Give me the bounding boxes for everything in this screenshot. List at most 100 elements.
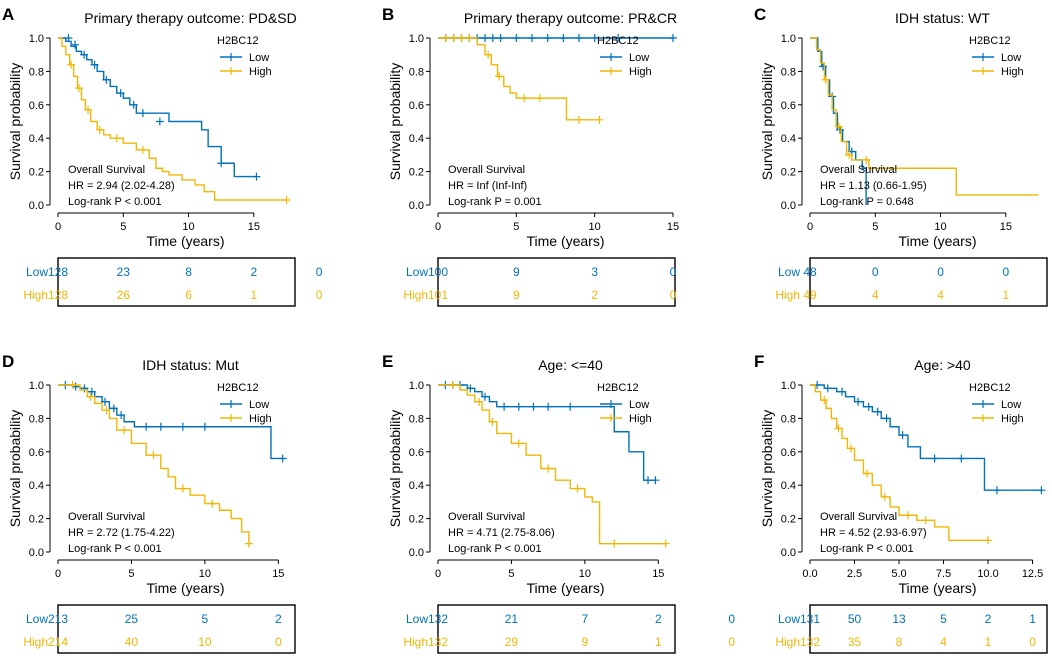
x-tick-label: 0	[55, 568, 61, 580]
censor-mark-low	[544, 402, 553, 411]
censor-mark-high	[845, 150, 854, 159]
legend-title: H2BC12	[217, 35, 259, 47]
stats-line: Overall Survival	[820, 164, 897, 176]
x-tick-label: 0.0	[802, 568, 817, 580]
risk-count-high: 1	[985, 635, 992, 649]
risk-row-label-high: High	[775, 635, 800, 649]
censor-mark-high	[514, 439, 523, 448]
censor-mark-low	[138, 109, 147, 118]
censor-mark-low	[838, 387, 847, 396]
risk-count-high: 49	[803, 288, 817, 302]
legend-title: H2BC12	[597, 382, 639, 394]
censor-mark-high	[74, 84, 83, 93]
panel-d: D IDH status: Mut 0.0 0.2 0.4 0.6 0.8 1.0 Surviv…	[2, 352, 296, 654]
censor-mark-high	[821, 75, 830, 84]
y-tick-label: 1.0	[29, 380, 44, 392]
risk-count-low: 9	[513, 265, 520, 279]
risk-count-low: 7	[582, 612, 589, 626]
risk-count-low: 2	[250, 265, 257, 279]
risk-row-label-low: Low	[26, 612, 48, 626]
x-tick-label: 5.0	[891, 568, 906, 580]
censor-mark-high	[610, 539, 619, 548]
censor-mark-low	[117, 411, 126, 420]
risk-count-high: 214	[48, 635, 68, 649]
risk-count-high: 40	[125, 635, 139, 649]
censor-mark-low	[87, 387, 96, 396]
y-tick-label: 0.0	[781, 200, 796, 212]
y-tick-label: 0.8	[409, 413, 424, 425]
censor-mark-low	[590, 34, 599, 42]
legend-label-high: High	[1001, 413, 1024, 425]
x-tick-label: 15	[1000, 221, 1012, 233]
risk-count-low: 8	[185, 265, 192, 279]
censor-mark-low	[116, 89, 125, 98]
y-axis-label: Survival probability	[759, 63, 775, 181]
km-curve-high	[58, 37, 287, 201]
risk-count-high: 10	[198, 635, 212, 649]
y-axis-label: Survival probability	[387, 410, 403, 528]
censor-mark-high	[846, 444, 855, 453]
censor-mark-low	[200, 422, 209, 431]
risk-row-label-high: High	[403, 635, 428, 649]
legend-label-low: Low	[629, 52, 649, 64]
y-tick-label: 0.0	[29, 547, 44, 559]
stats-line: Log-rank P = 0.648	[820, 196, 914, 208]
censor-mark-high	[544, 464, 553, 473]
panel-letter: F	[754, 352, 764, 371]
censor-mark-high	[820, 396, 829, 405]
risk-count-low: 2	[655, 612, 662, 626]
y-tick-label: 0.6	[781, 100, 796, 112]
censor-mark-low	[488, 34, 497, 42]
censor-mark-low	[575, 34, 583, 42]
y-tick-label: 0.4	[781, 480, 796, 492]
risk-count-high: 4	[937, 288, 944, 302]
y-tick-label: 0.2	[781, 167, 796, 179]
censor-mark-high	[244, 539, 253, 548]
legend-label-low: Low	[629, 399, 649, 411]
x-tick-label: 10	[182, 221, 194, 233]
censor-mark-low	[278, 454, 287, 463]
x-tick-label: 12.5	[1022, 568, 1043, 580]
risk-count-low: 0	[670, 265, 677, 279]
y-tick-label: 1.0	[409, 33, 424, 45]
censor-mark-high	[178, 484, 187, 493]
x-tick-label: 15	[272, 568, 284, 580]
panel-c: C IDH status: WT 0.0 0.2 0.4 0.6 0.8 1.0 Surviva…	[754, 5, 1048, 307]
censor-mark-high	[86, 392, 95, 401]
censor-mark-high	[535, 94, 544, 103]
risk-count-low: 0	[1002, 265, 1009, 279]
censor-mark-low	[102, 75, 111, 84]
censor-mark-high	[984, 536, 993, 545]
censor-mark-low	[481, 34, 489, 42]
stats-line: HR = 2.94 (2.02-4.28)	[68, 180, 175, 192]
y-tick-label: 0.6	[29, 100, 44, 112]
censor-mark-high	[95, 125, 104, 134]
y-tick-label: 0.0	[409, 200, 424, 212]
stats-line: HR = 2.72 (1.75-4.22)	[68, 527, 175, 539]
x-tick-label: 10	[199, 568, 211, 580]
risk-table-box	[809, 257, 1048, 307]
stats-line: Overall Survival	[820, 511, 897, 523]
censor-mark-low	[90, 60, 99, 69]
y-axis-label: Survival probability	[7, 63, 23, 181]
legend-label-low: Low	[1001, 399, 1021, 411]
risk-count-high: 8	[896, 635, 903, 649]
stats-line: Overall Survival	[448, 511, 525, 523]
x-tick-label: 0	[435, 568, 441, 580]
stats-line: HR = 4.71 (2.75-8.06)	[448, 527, 555, 539]
censor-mark-high	[595, 115, 604, 124]
censor-mark-high	[282, 195, 291, 204]
legend-label-low: Low	[1001, 52, 1021, 64]
x-axis-label: Time (years)	[898, 233, 976, 249]
censor-mark-low	[823, 384, 832, 393]
x-tick-label: 0	[807, 221, 813, 233]
stats-line: Overall Survival	[448, 164, 525, 176]
censor-mark-high	[880, 492, 889, 501]
censor-mark-low	[109, 404, 118, 413]
censor-mark-high	[520, 94, 529, 103]
risk-count-high: 0	[670, 288, 677, 302]
censor-mark-high	[441, 34, 450, 42]
stats-line: HR = 1.13 (0.66-1.95)	[820, 180, 927, 192]
risk-count-low: 50	[848, 612, 862, 626]
risk-count-high: 4	[872, 288, 879, 302]
